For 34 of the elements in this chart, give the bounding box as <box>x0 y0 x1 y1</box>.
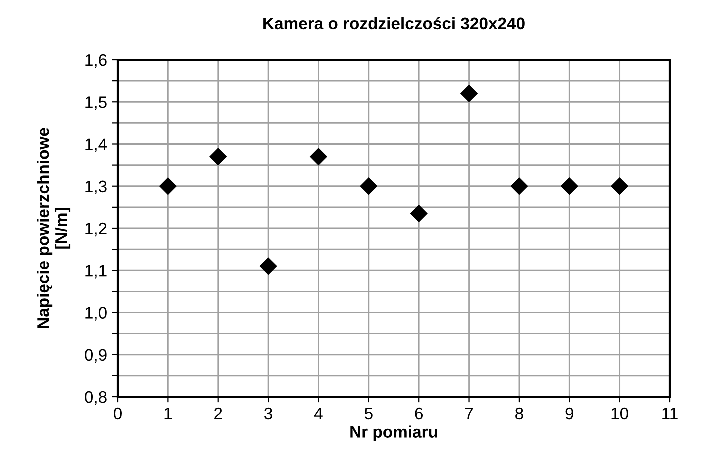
point <box>260 258 278 275</box>
y-tick-label: 1,1 <box>86 265 107 279</box>
x-tick-label: 2 <box>214 408 222 420</box>
x-tick-label: 11 <box>662 408 678 420</box>
point <box>611 178 628 195</box>
y-axis-title: Napięcie powierzchniowe [N/m] <box>37 128 71 328</box>
x-tick-label: 6 <box>415 408 423 420</box>
x-tick-label: 10 <box>612 408 628 420</box>
chart-title: Kamera o rozdzielczości 320x240 <box>264 17 525 30</box>
y-tick-label: 1,3 <box>86 180 107 195</box>
y-tick-label: 1,2 <box>86 222 107 237</box>
point <box>410 205 428 222</box>
x-axis-title: Nr pomiaru <box>350 426 438 442</box>
y-tick-label: 1,6 <box>86 54 107 68</box>
x-tick-label: 1 <box>164 408 172 420</box>
x-tick-label: 5 <box>364 408 373 420</box>
point <box>310 148 328 166</box>
y-tick-label: 1,4 <box>86 138 108 152</box>
point <box>210 148 227 166</box>
y-tick-label: 0,9 <box>85 349 107 364</box>
point <box>510 178 528 195</box>
x-tick-label: 7 <box>465 408 474 420</box>
point <box>160 178 177 195</box>
y-tick-label: 1,5 <box>86 96 107 110</box>
y-tick-label: 1,0 <box>86 307 107 321</box>
x-tick-label: 9 <box>566 408 574 420</box>
x-tick-label: 3 <box>264 408 272 420</box>
y-tick-label: 0,8 <box>85 391 107 406</box>
x-tick-label: 0 <box>114 408 122 420</box>
point <box>360 178 378 195</box>
point <box>460 85 478 102</box>
x-tick-label: 8 <box>516 408 524 420</box>
x-tick-label: 4 <box>314 408 323 420</box>
point <box>561 178 578 195</box>
